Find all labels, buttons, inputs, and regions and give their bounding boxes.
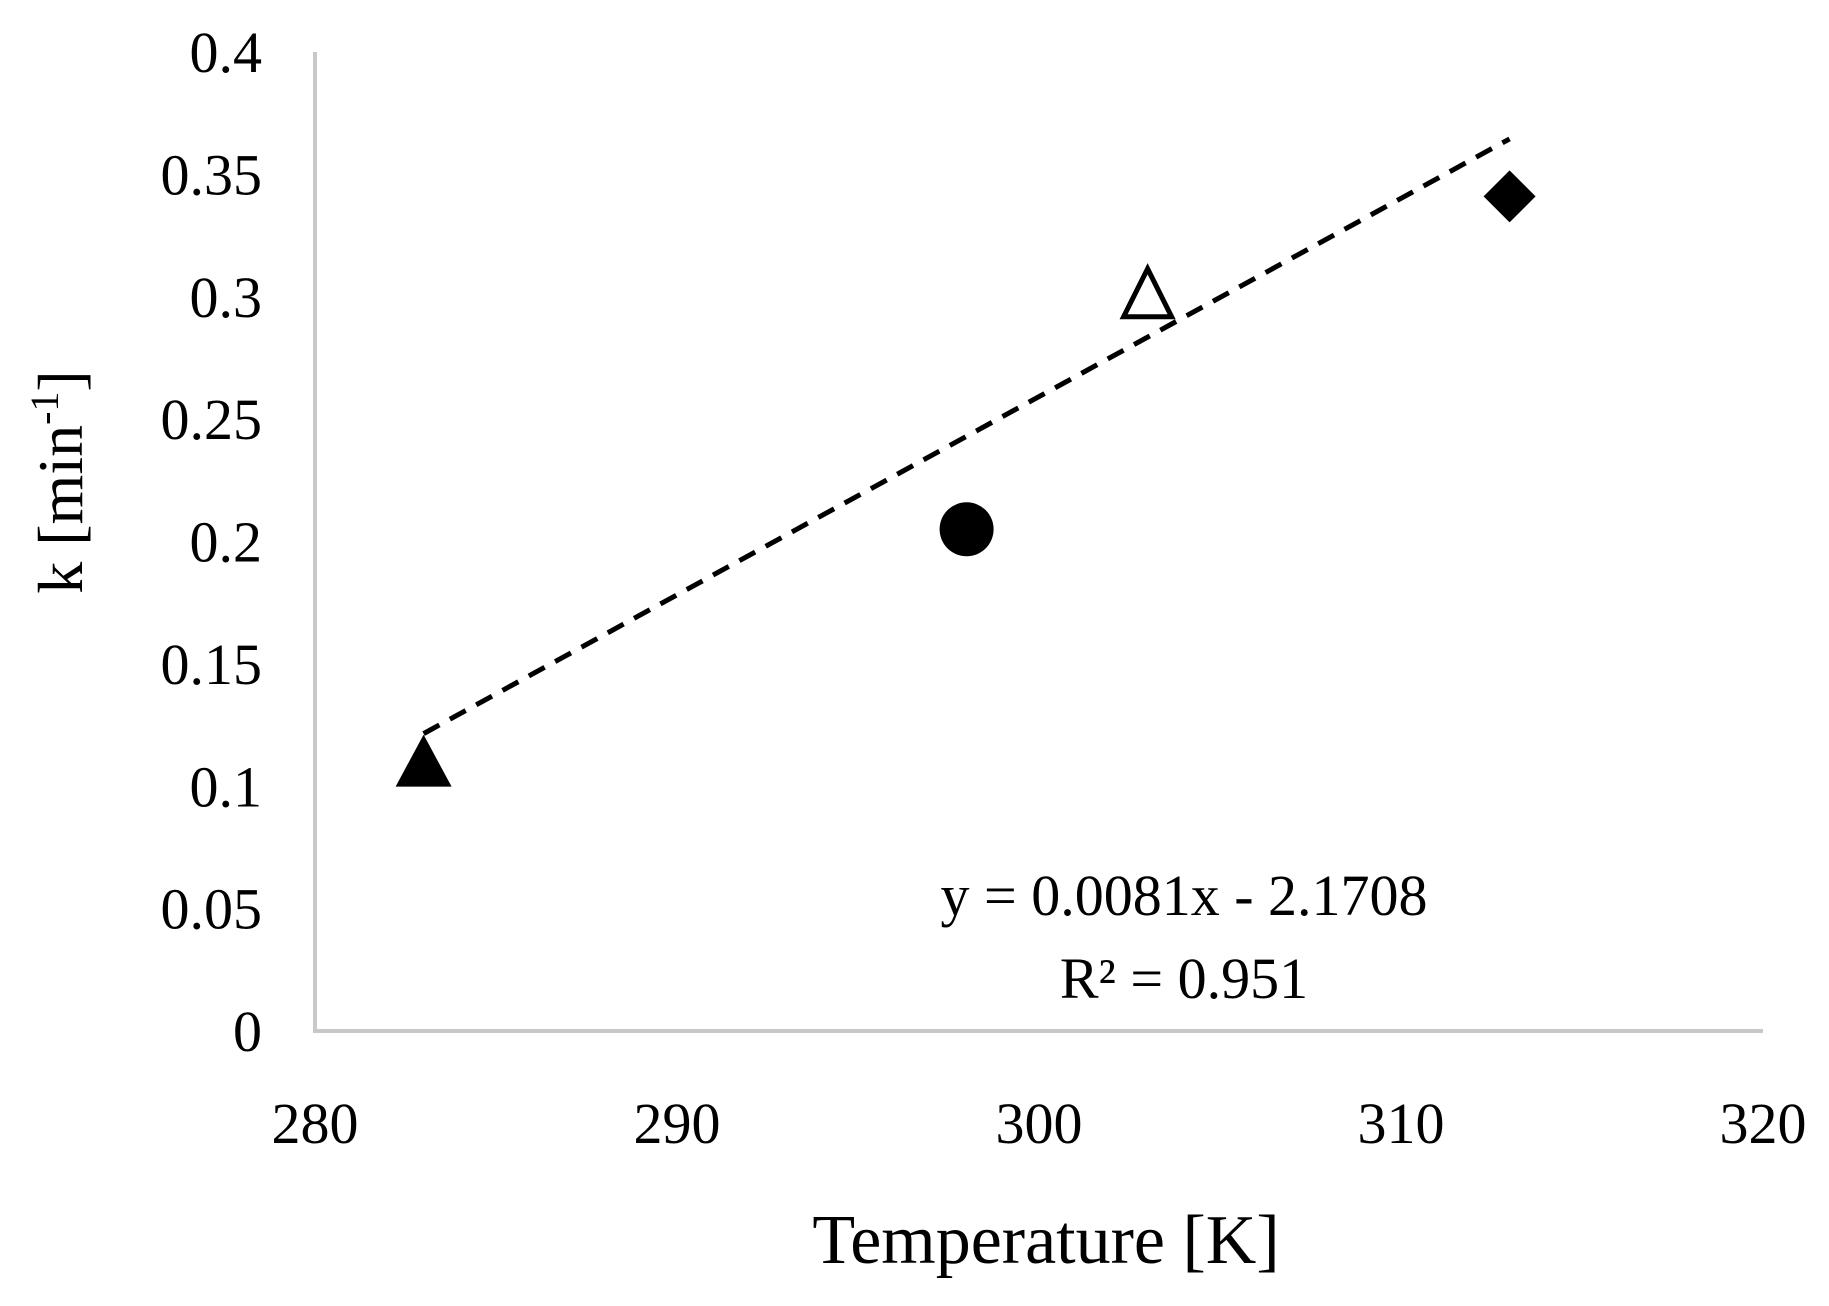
point-triangle-filled — [395, 734, 452, 787]
y-tick-label: 0.35 — [161, 142, 263, 207]
x-tick-label: 320 — [1720, 1091, 1807, 1156]
x-tick-label: 290 — [634, 1091, 721, 1156]
trendline — [422, 136, 1511, 736]
x-tick-label: 300 — [996, 1091, 1083, 1156]
y-tick-label: 0.3 — [190, 265, 263, 330]
data-points — [395, 170, 1536, 787]
y-tick-labels: 0 0.05 0.1 0.15 0.2 0.25 0.3 0.35 0.4 — [161, 20, 263, 1064]
y-tick-label: 0.1 — [190, 754, 263, 819]
y-axis-label-close: ] — [25, 370, 96, 391]
y-axis-label-superscript: -1 — [22, 392, 67, 425]
point-triangle-open — [1119, 263, 1176, 320]
y-tick-label: 0.4 — [190, 20, 263, 85]
x-axis-label: Temperature [K] — [812, 1202, 1279, 1279]
point-circle-filled — [939, 502, 994, 557]
y-tick-label: 0 — [233, 999, 262, 1064]
x-tick-label: 280 — [272, 1091, 359, 1156]
y-tick-label: 0.25 — [161, 387, 263, 452]
y-axis-label-main: k [min — [25, 425, 96, 594]
y-tick-label: 0.05 — [161, 877, 263, 942]
trendline-r-squared: R² = 0.951 — [1060, 946, 1308, 1011]
point-diamond-filled — [1483, 170, 1536, 223]
x-tick-labels: 280 290 300 310 320 — [272, 1091, 1807, 1156]
y-tick-label: 0.15 — [161, 632, 263, 697]
x-tick-label: 310 — [1358, 1091, 1445, 1156]
axes — [313, 52, 1763, 1033]
y-axis-label: k [min-1] — [22, 370, 96, 594]
trendline-equation: y = 0.0081x - 2.1708 — [940, 863, 1427, 928]
trendline-group — [422, 136, 1511, 736]
y-tick-label: 0.2 — [190, 510, 263, 575]
